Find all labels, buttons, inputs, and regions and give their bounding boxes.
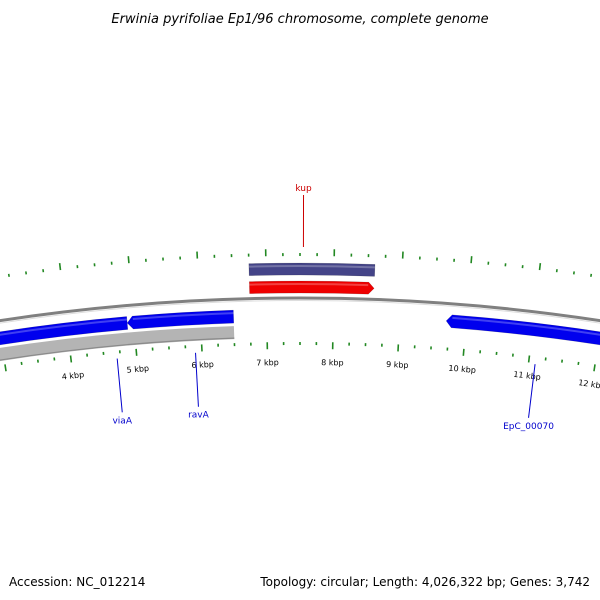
scale-label: 11 kbp <box>513 370 541 382</box>
scale-label: 4 kbp <box>61 370 84 382</box>
gene-shine <box>0 318 128 336</box>
chromosome-backbone-inner <box>0 300 600 324</box>
minor-tick-marks <box>4 249 596 372</box>
scale-label: 8 kbp <box>321 358 344 367</box>
scale-label: 6 kbp <box>191 360 214 370</box>
inner-tick <box>69 355 73 363</box>
scale-label: 5 kbp <box>126 364 149 375</box>
gene-label-EpC_00070[interactable]: EpC_00070 <box>503 422 554 432</box>
gene-feature-ravA[interactable] <box>126 309 235 330</box>
gene-tracks <box>0 262 600 362</box>
map-title: Erwinia pyrifoliae Ep1/96 chromosome, co… <box>111 12 488 27</box>
outer-tick <box>470 256 473 264</box>
scale-label: 7 kbp <box>256 358 279 367</box>
pseudo-track-edge <box>0 337 235 361</box>
gene-labels: viaA ravA kup EpC_00070 <box>112 184 554 432</box>
gene-label-viaA[interactable]: viaA <box>112 416 132 426</box>
scale-label: 9 kbp <box>386 360 409 370</box>
inner-tick <box>462 348 465 356</box>
gene-shine <box>249 283 369 287</box>
chromosome-backbone <box>0 296 600 323</box>
leader-line <box>116 358 123 413</box>
scale-label: 12 kbp <box>578 378 600 391</box>
gene-shine <box>452 316 600 336</box>
inner-tick <box>527 355 531 363</box>
gene-feature-EpC_00070[interactable] <box>445 314 600 348</box>
outer-tick <box>58 263 62 271</box>
gene-label-kup[interactable]: kup <box>295 184 312 194</box>
gene-shine <box>248 265 375 269</box>
gene-feature-kup[interactable] <box>249 280 375 295</box>
leader-line <box>195 352 199 407</box>
gene-shine <box>132 312 234 321</box>
inner-tick <box>593 364 596 372</box>
outer-tick <box>127 256 130 264</box>
accession-label: Accession: NC_012214 <box>9 575 145 589</box>
scale-labels: 4 kbp 5 kbp 6 kbp 7 kbp 8 kbp 9 kbp 10 kbp 11 k… <box>61 358 600 391</box>
inner-tick <box>4 364 7 372</box>
genome-summary: Topology: circular; Length: 4,026,322 bp… <box>259 575 590 589</box>
inner-tick <box>135 348 138 356</box>
leader-line <box>528 364 536 418</box>
gene-label-ravA[interactable]: ravA <box>188 411 210 421</box>
gene-feature-viaA[interactable] <box>0 316 129 346</box>
gene-feature-unnamed-1[interactable] <box>248 262 376 277</box>
outer-tick <box>538 263 542 271</box>
scale-label: 10 kbp <box>448 364 476 375</box>
